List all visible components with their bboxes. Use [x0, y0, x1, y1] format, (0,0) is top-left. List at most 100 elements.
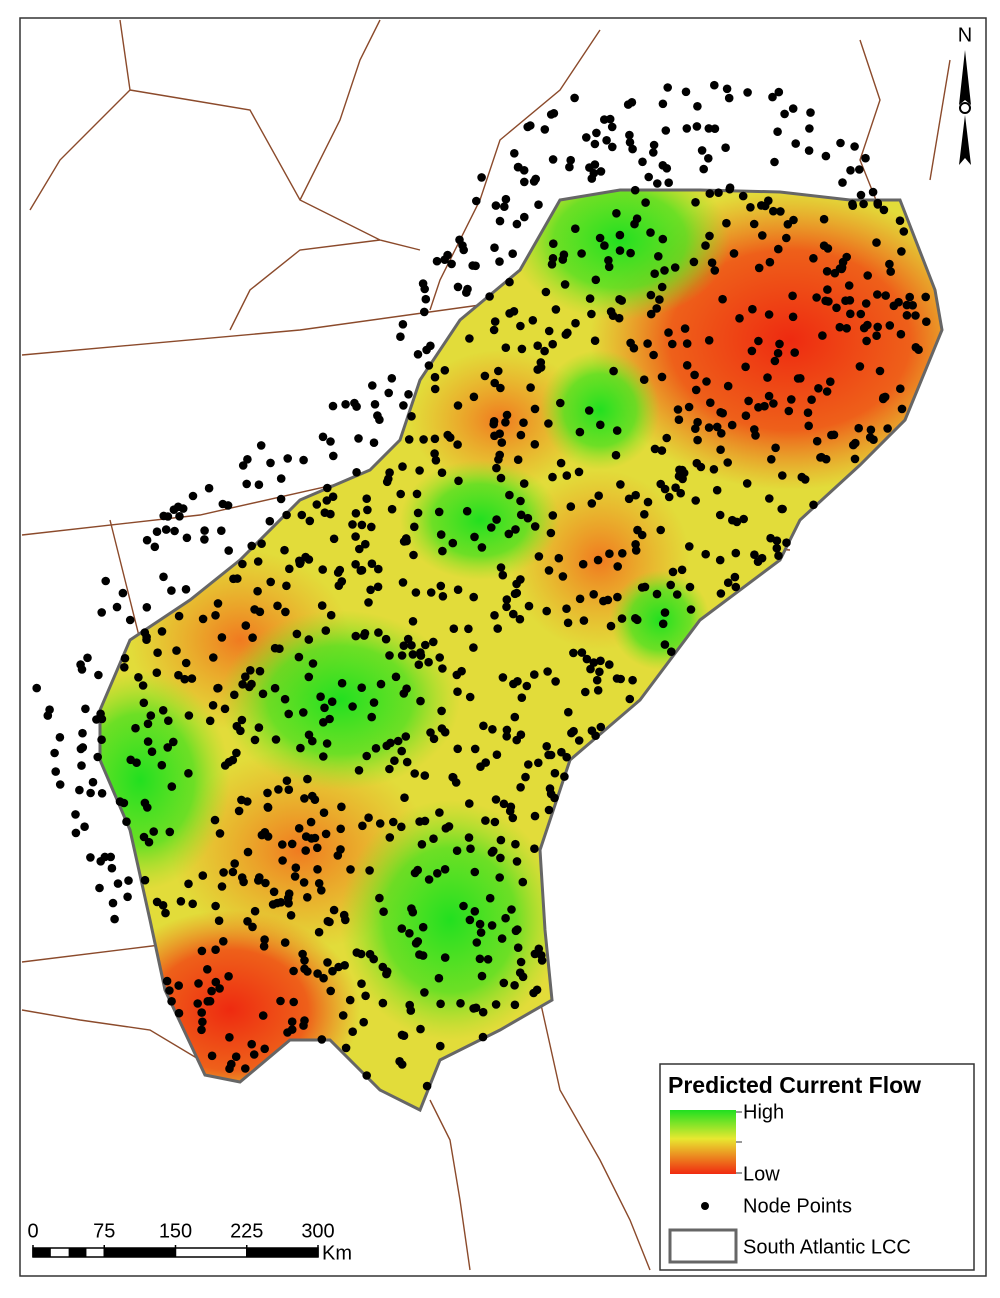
node-point [289, 966, 298, 976]
node-point [176, 897, 186, 906]
node-point [287, 1017, 297, 1026]
node-point [422, 345, 431, 355]
node-point [496, 835, 506, 845]
node-point [86, 788, 95, 798]
node-point [276, 474, 286, 483]
node-point [822, 387, 832, 396]
node-point [625, 138, 635, 147]
node-point [595, 233, 605, 243]
node-point [139, 698, 149, 708]
node-point [832, 303, 841, 313]
node-point [754, 336, 763, 346]
node-point [614, 313, 624, 323]
node-point [424, 875, 434, 884]
node-point [335, 565, 345, 575]
node-point [317, 886, 326, 895]
node-point [806, 108, 815, 117]
node-point [646, 309, 656, 319]
node-point [198, 614, 208, 624]
node-point [896, 384, 905, 394]
node-point [835, 264, 845, 273]
node-point [766, 533, 775, 543]
node-point [723, 458, 732, 467]
node-point [453, 585, 463, 594]
node-point [368, 381, 377, 390]
node-point [809, 500, 818, 510]
node-point [585, 294, 595, 303]
node-point [589, 658, 599, 667]
node-point [519, 166, 529, 175]
node-point [652, 589, 662, 599]
node-point [770, 356, 780, 366]
node-point [341, 400, 350, 409]
node-point [502, 410, 512, 420]
node-point [352, 468, 361, 477]
node-point [566, 155, 575, 165]
node-point [283, 893, 293, 903]
node-point [511, 525, 520, 534]
node-point [287, 839, 297, 849]
node-point [261, 878, 270, 888]
node-point [413, 508, 423, 518]
node-point [174, 1008, 184, 1018]
node-point [396, 489, 406, 499]
node-point [577, 249, 586, 258]
node-point [147, 747, 157, 756]
node-point [692, 122, 702, 131]
node-point [232, 748, 241, 758]
node-point [667, 647, 676, 656]
node-point [194, 979, 203, 988]
node-point [285, 564, 294, 574]
node-point [313, 865, 322, 874]
node-point [562, 471, 572, 480]
node-point [691, 198, 700, 207]
node-point [150, 542, 160, 552]
node-point [723, 578, 733, 587]
node-point [680, 324, 690, 333]
node-point [282, 581, 291, 591]
node-point [237, 715, 247, 725]
node-point [509, 679, 518, 689]
node-point [765, 257, 775, 267]
node-point [895, 216, 905, 225]
node-point [821, 151, 831, 161]
node-point [32, 683, 41, 693]
node-point [548, 511, 558, 520]
node-point [741, 362, 750, 372]
node-point [362, 751, 372, 761]
node-point [516, 730, 526, 739]
node-point [430, 449, 439, 458]
node-point [499, 799, 509, 809]
node-point [241, 621, 251, 630]
node-point [415, 466, 424, 475]
node-point [397, 746, 407, 756]
state-line [229, 239, 381, 331]
node-point [498, 673, 508, 682]
node-point [710, 266, 720, 275]
node-point [416, 651, 426, 660]
node-point [207, 1051, 217, 1061]
legend-region-symbol [668, 1228, 738, 1264]
node-point [429, 637, 438, 647]
node-point [492, 463, 501, 473]
node-point [93, 752, 102, 762]
node-point [365, 866, 374, 875]
node-point [348, 1027, 358, 1036]
node-point [660, 640, 670, 649]
node-point [709, 465, 719, 474]
node-point [804, 146, 814, 155]
node-point [675, 465, 684, 475]
node-point [641, 198, 650, 207]
node-point [556, 458, 566, 468]
node-point [682, 339, 692, 348]
node-point [873, 198, 882, 208]
node-point [410, 868, 420, 878]
node-point [294, 652, 304, 662]
node-point [491, 795, 501, 804]
node-point [401, 534, 411, 543]
node-point [658, 99, 668, 109]
node-point [346, 865, 355, 874]
node-point [747, 346, 757, 356]
node-point [660, 266, 669, 275]
node-point [304, 555, 314, 564]
